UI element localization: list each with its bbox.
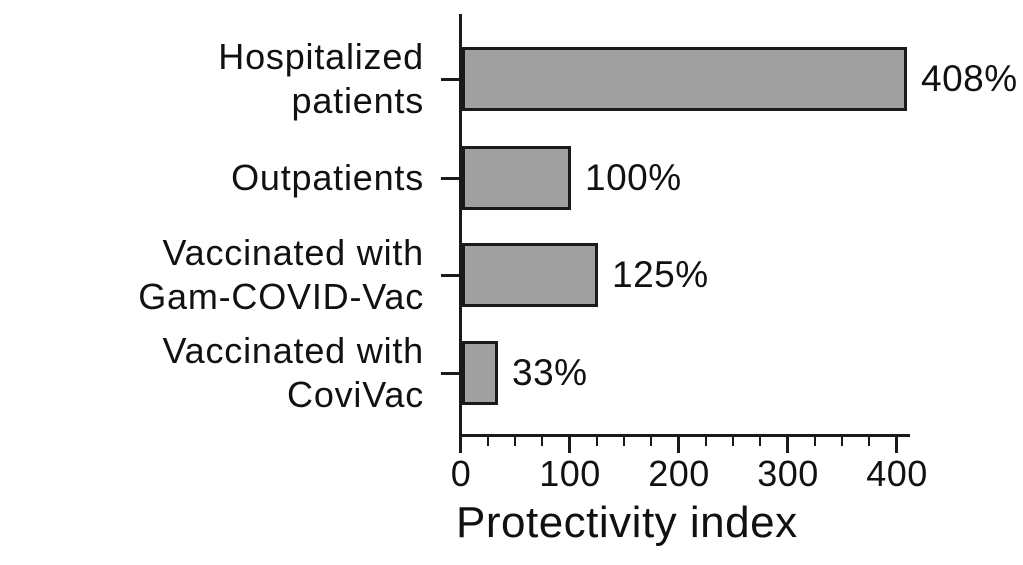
x-major-tick [459,434,462,453]
category-label: Outpatients [231,157,424,199]
x-minor-tick [623,434,625,446]
y-axis-tick [441,274,460,277]
x-minor-tick [596,434,598,446]
y-axis-tick [441,78,460,81]
x-minor-tick [487,434,489,446]
y-axis-tick [441,177,460,180]
x-major-tick [895,434,898,453]
category-label: Vaccinated with Gam-COVID-Vac [138,232,424,317]
x-major-tick [568,434,571,453]
category-label: Vaccinated with CoviVac [162,330,424,415]
x-major-tick [677,434,680,453]
bar-value-label: 408% [921,58,1018,99]
x-minor-tick [541,434,543,446]
y-axis-line [459,14,462,437]
bar [462,341,498,405]
x-minor-tick [650,434,652,446]
category-label: Hospitalized patients [218,36,424,121]
x-minor-tick [705,434,707,446]
x-minor-tick [814,434,816,446]
bar-value-label: 100% [585,157,682,198]
x-tick-label: 200 [648,453,710,494]
x-tick-label: 400 [866,453,928,494]
x-minor-tick [868,434,870,446]
bar [462,146,571,210]
bar-value-label: 33% [512,352,588,393]
bar [462,243,598,307]
y-axis-tick [441,372,460,375]
x-tick-label: 300 [757,453,819,494]
x-axis-line [459,434,910,437]
x-minor-tick [514,434,516,446]
bar-value-label: 125% [612,254,709,295]
x-minor-tick [759,434,761,446]
x-tick-label: 100 [539,453,601,494]
x-tick-label: 0 [450,453,472,494]
x-minor-tick [841,434,843,446]
bar [462,47,907,111]
x-axis-title: Protectivity index [456,498,798,547]
x-major-tick [786,434,789,453]
x-minor-tick [732,434,734,446]
